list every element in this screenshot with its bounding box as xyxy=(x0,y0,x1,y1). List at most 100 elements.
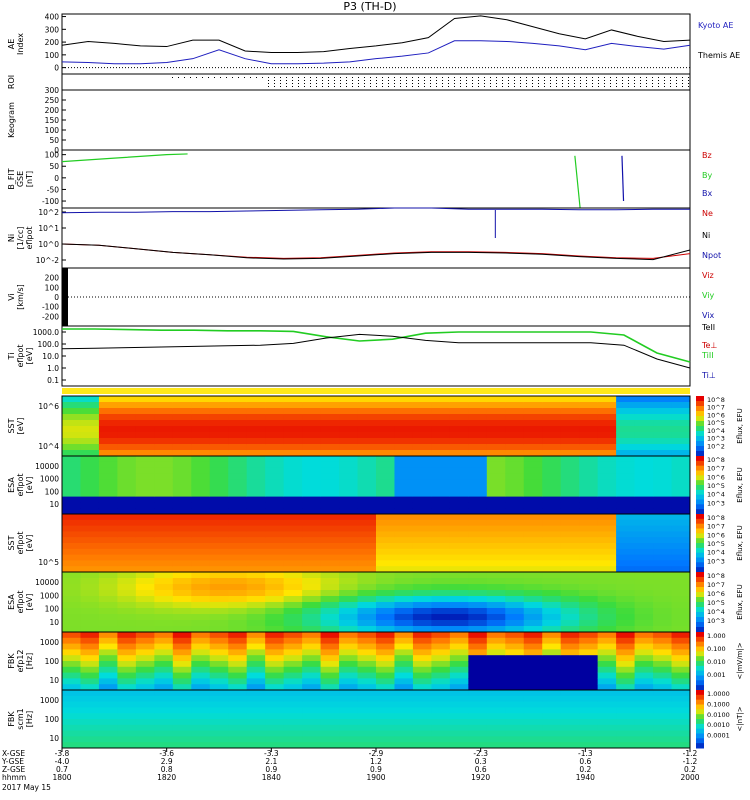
ni-tick-label: 10^1 xyxy=(38,224,59,233)
fbk1-cell xyxy=(117,655,137,662)
footer-value-y: -1.2 xyxy=(683,757,698,766)
sst2-cell xyxy=(449,548,469,556)
ni-axis-label: [1/cc] xyxy=(16,227,25,250)
esa1-cell xyxy=(62,496,81,503)
sst2-cell xyxy=(117,531,137,538)
sst1-cell xyxy=(265,420,285,427)
esa1-cell xyxy=(172,479,192,486)
esa1-cell xyxy=(228,508,248,515)
sst1-cell xyxy=(228,444,248,451)
roi-mark xyxy=(676,86,677,87)
esa2-cell xyxy=(98,602,118,609)
fbk1-cell xyxy=(209,666,229,674)
sst2-cell xyxy=(62,514,81,521)
roi-mark xyxy=(532,80,533,81)
sst1-cell xyxy=(246,432,266,439)
roi-mark xyxy=(364,83,365,84)
fbk2-cell xyxy=(616,736,636,743)
fbk2-cell xyxy=(357,730,377,737)
roi-mark xyxy=(268,80,269,81)
esa1-cell xyxy=(320,456,340,463)
fbk1-cell xyxy=(634,678,654,685)
sst1-cell xyxy=(320,420,340,427)
roi-mark xyxy=(604,83,605,84)
esa2-cell xyxy=(597,572,617,579)
fbk1-cell xyxy=(597,678,617,685)
sst1-cell xyxy=(523,426,543,433)
fbk1-cell xyxy=(616,678,636,685)
sst1-cell xyxy=(376,450,395,457)
esa1-cell xyxy=(339,473,359,480)
esa2-cell xyxy=(228,584,248,591)
fbk2-cell xyxy=(172,713,192,720)
sst2-cell xyxy=(505,548,525,556)
esa1-cell xyxy=(523,473,543,480)
esa2-cell xyxy=(117,620,137,627)
esa2-cell xyxy=(486,590,506,597)
sst1-cell xyxy=(579,438,599,445)
esa2-cell xyxy=(671,578,691,585)
sst1-cell xyxy=(412,408,432,415)
esa1-cell xyxy=(653,496,673,503)
roi-mark xyxy=(262,77,263,78)
fbk2-cell xyxy=(209,713,229,720)
roi-mark xyxy=(514,83,515,84)
sst2-cell xyxy=(172,531,192,538)
fbk1-cell xyxy=(265,649,285,656)
esa2-cell xyxy=(449,578,469,585)
esa2-cell xyxy=(265,590,285,597)
esa1-cell xyxy=(616,473,636,480)
sst2-cell xyxy=(579,519,599,527)
fbk2-cell xyxy=(653,724,673,732)
fbk2-cell xyxy=(431,742,451,749)
roi-mark xyxy=(274,83,275,84)
fbk1-cell xyxy=(209,637,229,645)
footer-value-y: 0.3 xyxy=(475,757,487,766)
esa1-cell xyxy=(376,502,395,509)
esa2-cell xyxy=(394,584,414,591)
esa1-cell xyxy=(117,467,137,474)
colorbar-cell xyxy=(696,728,704,734)
fbk1-cell xyxy=(597,643,617,650)
esa1-cell xyxy=(505,502,525,509)
fbk1-cell xyxy=(62,649,81,656)
esa1-cell xyxy=(560,473,580,480)
fbk1-cell xyxy=(98,666,118,674)
esa2-cell xyxy=(283,614,303,621)
fbk2-cell xyxy=(191,707,211,714)
roi-mark xyxy=(682,86,683,87)
sst1-cell xyxy=(320,414,340,421)
fbk1-cell xyxy=(505,661,525,668)
esa2-cell xyxy=(376,584,395,591)
esa2-cell xyxy=(431,626,451,633)
colorbar-tick: 10^7 xyxy=(707,581,725,589)
fbk1-cell xyxy=(320,632,340,639)
esa1-cell xyxy=(172,467,192,474)
fbk1-cell xyxy=(80,684,100,691)
esa2-cell xyxy=(265,626,285,633)
roi-mark xyxy=(478,80,479,81)
esa1-cell xyxy=(98,456,118,463)
esa1-cell xyxy=(135,485,155,492)
esa2-cell xyxy=(265,578,285,585)
sst1-cell xyxy=(302,402,322,409)
colorbar-tick: 10^3 xyxy=(707,499,725,507)
roi-mark xyxy=(334,77,335,78)
fbk1-cell xyxy=(560,661,580,668)
esa1-cell xyxy=(80,508,100,515)
roi-mark xyxy=(352,77,353,78)
sst2-cell xyxy=(246,566,266,573)
sst1-cell xyxy=(412,402,432,409)
esa1-cell xyxy=(228,467,248,474)
roi-mark xyxy=(616,77,617,78)
sst1-cell xyxy=(412,420,432,427)
sst1-cell xyxy=(394,438,414,445)
esa1-cell xyxy=(486,473,506,480)
roi-mark xyxy=(526,86,527,87)
colorbar-cell xyxy=(696,460,704,467)
fbk2-cell xyxy=(117,724,137,732)
fbk2-cell xyxy=(135,707,155,714)
fbk2-cell xyxy=(376,707,395,714)
sst2-cell xyxy=(117,554,137,561)
